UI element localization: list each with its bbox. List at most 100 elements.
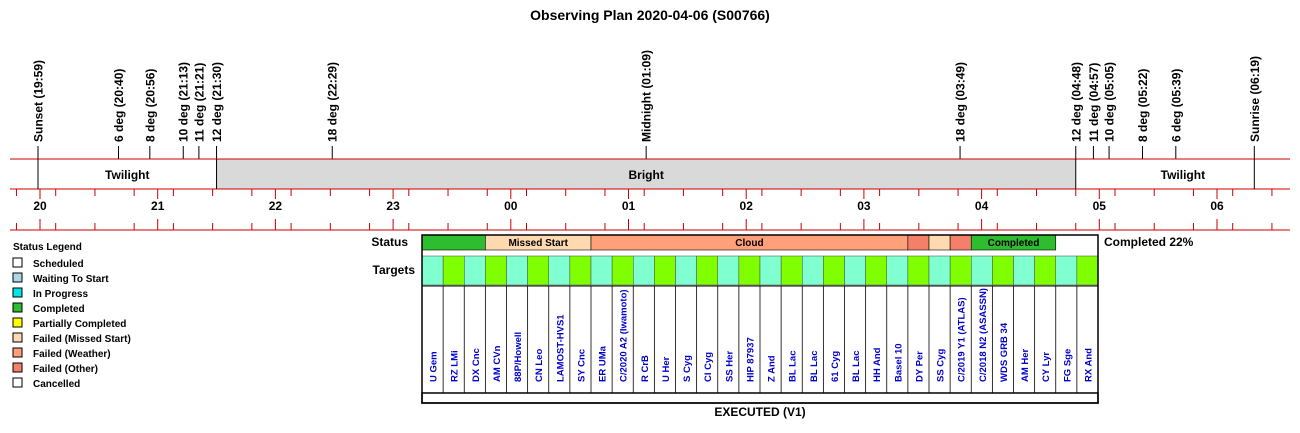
target-name: AM Her (1020, 348, 1031, 382)
target-cell (527, 255, 549, 286)
target-name: SY Cnc (576, 349, 587, 382)
event-label: 11 deg (21:21) (192, 63, 206, 142)
target-cell (1013, 255, 1035, 286)
event-label: 10 deg (05:05) (1103, 62, 1117, 142)
target-cell (759, 255, 782, 286)
status-segment (949, 234, 972, 251)
legend-swatch (12, 272, 23, 283)
legend-swatch (12, 347, 23, 358)
hour-label: 00 (504, 199, 518, 213)
target-cell (464, 255, 486, 286)
target-cell (802, 255, 824, 286)
target-cell (442, 255, 465, 286)
target-name: DX Cnc (471, 348, 482, 382)
target-name: DY Per (914, 351, 925, 382)
status-segment (928, 234, 951, 251)
target-name: C/2018 N2 (ASASSN) (978, 288, 989, 382)
legend-swatch (12, 257, 23, 268)
target-cell (949, 255, 972, 286)
legend-item-label: Waiting To Start (33, 274, 109, 285)
target-cell (1076, 255, 1099, 286)
target-cell (421, 255, 444, 286)
status-segment (421, 234, 486, 251)
target-name: CY Lyr (1041, 352, 1052, 382)
schedule-grid: Status Targets Missed Start Cloud Completed C… (371, 234, 1194, 419)
hour-label: 02 (740, 199, 754, 213)
target-name: 88P/Howell (513, 332, 524, 382)
target-cell (654, 255, 676, 286)
legend-swatch (12, 332, 23, 343)
target-name: AM CVn (492, 345, 503, 382)
chart-title: Observing Plan 2020-04-06 (S00766) (530, 7, 770, 23)
target-name: Basel 10 (893, 343, 904, 382)
target-cell (611, 255, 634, 286)
event-label: Midnight (01:09) (640, 50, 654, 142)
target-name: BL Lac (851, 350, 862, 382)
legend-swatch (12, 377, 23, 388)
target-name: WDS GRB 34 (999, 322, 1010, 382)
target-name: 61 Cyg (830, 351, 841, 382)
hour-label: 01 (622, 199, 636, 213)
hour-label: 21 (151, 199, 165, 213)
hour-label: 05 (1093, 199, 1107, 213)
legend-item-label: Cancelled (33, 379, 80, 390)
target-cell (823, 255, 845, 286)
status-legend: Status Legend Scheduled Waiting To Start In… (12, 242, 131, 390)
event-label: 11 deg (04:57) (1087, 63, 1101, 142)
target-cell (569, 255, 592, 286)
target-name: FG Sge (1062, 349, 1073, 382)
target-name: S Cyg (682, 355, 693, 382)
hour-label: 04 (975, 199, 989, 213)
target-cell (992, 255, 1014, 286)
target-cell (548, 255, 571, 286)
legend-swatch (12, 302, 23, 313)
target-cell (590, 255, 613, 286)
target-cell (1055, 255, 1078, 286)
schedule-frame (421, 234, 1099, 404)
target-cell (738, 255, 761, 286)
target-cell (506, 255, 528, 286)
sky-band-label: Twilight (105, 168, 149, 182)
target-cell (675, 255, 697, 286)
event-label: 6 deg (20:40) (112, 69, 126, 142)
legend-swatch (12, 362, 23, 373)
legend-item-label: Failed (Missed Start) (33, 334, 131, 345)
event-label: 10 deg (21:13) (177, 62, 191, 142)
legend-swatch (12, 287, 23, 298)
legend-item-label: Failed (Weather) (33, 349, 111, 360)
legend-title: Status Legend (13, 242, 82, 253)
event-label: 18 deg (22:29) (326, 62, 340, 142)
time-axis: Twilight Bright Twilight 20 21 22 23 00 01 02 03 04… (10, 158, 1290, 231)
target-name: SS Cyg (936, 349, 947, 382)
sky-band-label: Bright (628, 168, 663, 182)
sky-band (216, 159, 1076, 189)
target-cell (780, 255, 803, 286)
target-name: HH And (872, 347, 883, 382)
target-name: U Gem (429, 351, 440, 382)
legend-item-label: Failed (Other) (33, 364, 98, 375)
hour-label: 23 (386, 199, 400, 213)
target-cell (971, 255, 993, 286)
status-segment-label: Missed Start (508, 238, 568, 249)
target-name: C/2019 Y1 (ATLAS) (957, 297, 968, 382)
target-cell (696, 255, 718, 286)
event-label: Sunrise (06:19) (1248, 56, 1262, 142)
completion-summary: Completed 22% (1104, 235, 1194, 249)
target-cell (886, 255, 909, 286)
status-row-label: Status (371, 235, 408, 249)
targets-row-label: Targets (373, 263, 416, 277)
event-label: Sunset (19:59) (31, 60, 45, 142)
target-cell (633, 255, 655, 286)
target-cell (907, 255, 930, 286)
target-name: CI Cyg (703, 352, 714, 382)
legend-item-label: In Progress (33, 289, 88, 300)
event-label: 8 deg (05:22) (1136, 69, 1150, 142)
legend-item-label: Completed (33, 304, 85, 315)
target-name: SS Her (724, 351, 735, 382)
footer-bar (421, 392, 1099, 404)
event-label: 12 deg (04:48) (1069, 62, 1083, 142)
target-cell (485, 255, 507, 286)
hour-label: 22 (269, 199, 283, 213)
target-name: BL Lac (809, 350, 820, 382)
